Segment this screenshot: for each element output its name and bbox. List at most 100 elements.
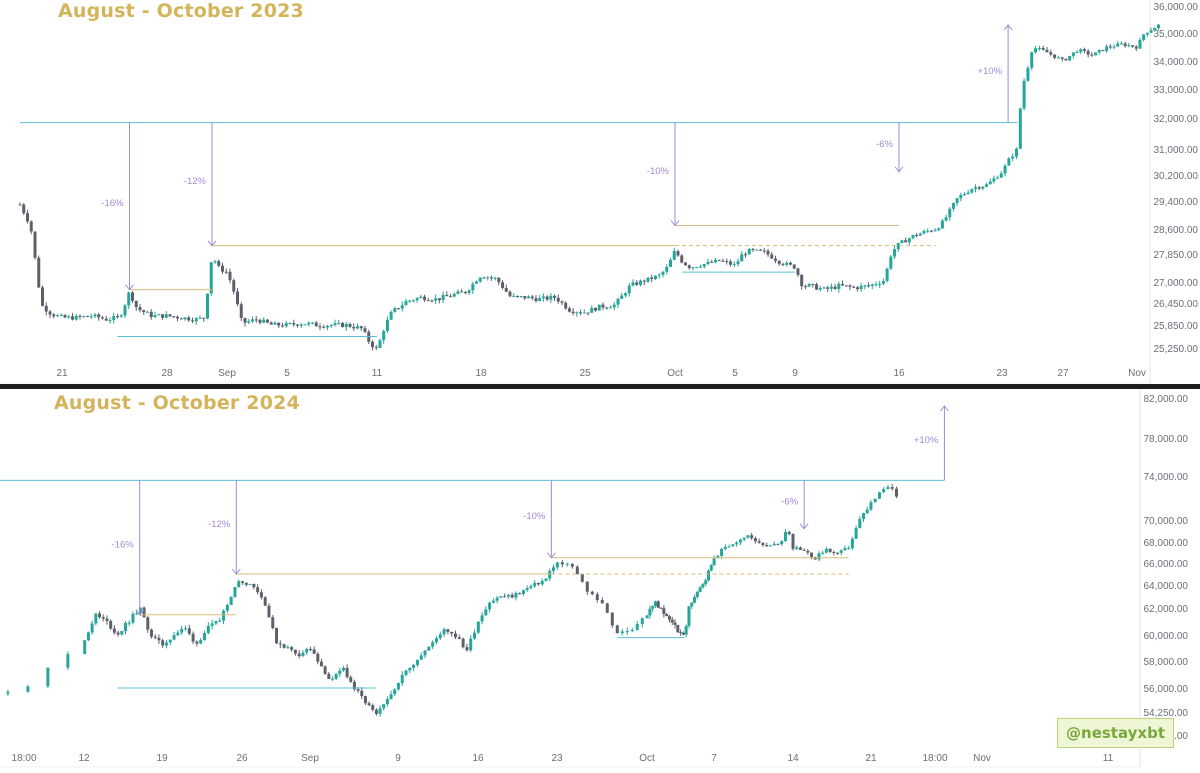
move-arrowhead (135, 609, 145, 616)
candle-body (187, 628, 191, 634)
candle-body (802, 549, 806, 551)
candle-body (437, 298, 441, 301)
candle-body (195, 641, 199, 644)
candle-body (717, 259, 721, 261)
candle-body (716, 555, 720, 559)
candle-body (811, 283, 815, 285)
candle-body (651, 606, 655, 609)
candle-body (393, 689, 397, 695)
y-tick-label: 66,000.00 (1144, 559, 1189, 570)
candle-body (751, 248, 755, 250)
candle-body (326, 325, 329, 328)
candle-body (822, 287, 826, 289)
candle-body (646, 277, 650, 282)
x-tick-label: Nov (1128, 368, 1146, 379)
candle-body (585, 581, 589, 592)
candle-body (723, 546, 727, 549)
y-tick-label: 62,000.00 (1144, 604, 1189, 615)
candle-body (761, 542, 765, 546)
candle-body (657, 274, 661, 276)
candle-body (873, 498, 877, 503)
candle-body (681, 632, 685, 635)
candle-body (667, 616, 671, 620)
candle-body (322, 326, 326, 328)
candle-body (768, 545, 772, 547)
candle-body (650, 277, 654, 279)
candle-body (352, 681, 356, 690)
candle-body (1003, 165, 1007, 174)
y-tick-label: 36,000.00 (1154, 2, 1199, 13)
candle-body (870, 284, 874, 286)
candle-body (1142, 34, 1146, 40)
y-tick-label: 32,000.00 (1154, 114, 1199, 125)
candle-body (624, 293, 627, 296)
candle-body (907, 238, 911, 243)
candle-body (926, 230, 930, 232)
candle-body (297, 653, 301, 657)
candle-body (616, 298, 620, 305)
candle-body (654, 275, 657, 279)
move-percent-label: -10% (523, 511, 546, 522)
candle-body (1090, 54, 1094, 56)
candle-body (1086, 50, 1090, 55)
candle-body (590, 307, 594, 313)
candle-body (179, 318, 183, 320)
candle-body (933, 230, 937, 232)
candle-body (1119, 43, 1123, 45)
candle-body (209, 262, 213, 294)
candle-body (766, 250, 770, 255)
candle-body (852, 286, 856, 288)
candle-body (224, 271, 228, 273)
candle-body (540, 580, 544, 585)
candle-body (665, 613, 669, 617)
candle-body (1060, 57, 1064, 59)
candle-body (579, 312, 583, 314)
candle-body (714, 259, 717, 263)
candle-body (299, 324, 303, 326)
candle-body (669, 259, 672, 267)
candle-body (412, 664, 416, 668)
candle-body (252, 583, 256, 588)
candle-body (911, 234, 915, 239)
y-tick-label: 70,000.00 (1144, 516, 1189, 527)
candle-body (525, 588, 529, 591)
candle-body (491, 600, 495, 603)
candle-body (434, 298, 438, 301)
candle-body (434, 638, 438, 643)
candle-body (789, 262, 792, 265)
candle-body (736, 261, 740, 265)
candle-body (687, 606, 691, 626)
x-tick-label: 14 (787, 753, 799, 764)
candle-body (29, 221, 33, 232)
candle-body (22, 204, 26, 214)
candle-body (134, 300, 138, 308)
candle-body (1068, 55, 1072, 61)
candle-body (44, 305, 48, 312)
candle-body (180, 628, 184, 633)
candle-body (367, 703, 371, 706)
x-tick-label: 18:00 (922, 753, 947, 764)
candle-body (308, 649, 312, 651)
candle-body (679, 632, 683, 634)
candle-body (371, 705, 375, 710)
y-tick-label: 78,000.00 (1144, 434, 1189, 445)
candle-body (78, 315, 82, 317)
candle-body (530, 296, 534, 299)
candle-body (746, 535, 750, 538)
candle-body (116, 316, 119, 318)
x-tick-label: 9 (395, 753, 401, 764)
candle-body (944, 217, 948, 221)
candle-body (254, 319, 258, 321)
candle-body (699, 266, 702, 268)
candle-body (256, 587, 260, 593)
move-percent-label: -6% (876, 139, 893, 150)
candle-body (609, 307, 612, 309)
candle-body (570, 563, 574, 567)
candle-body (877, 492, 881, 499)
candle-body (506, 594, 510, 597)
candle-body (214, 621, 218, 624)
candle-body (595, 594, 599, 600)
candle-body (210, 623, 214, 626)
candle-body (41, 287, 44, 306)
candle-body (303, 324, 307, 326)
